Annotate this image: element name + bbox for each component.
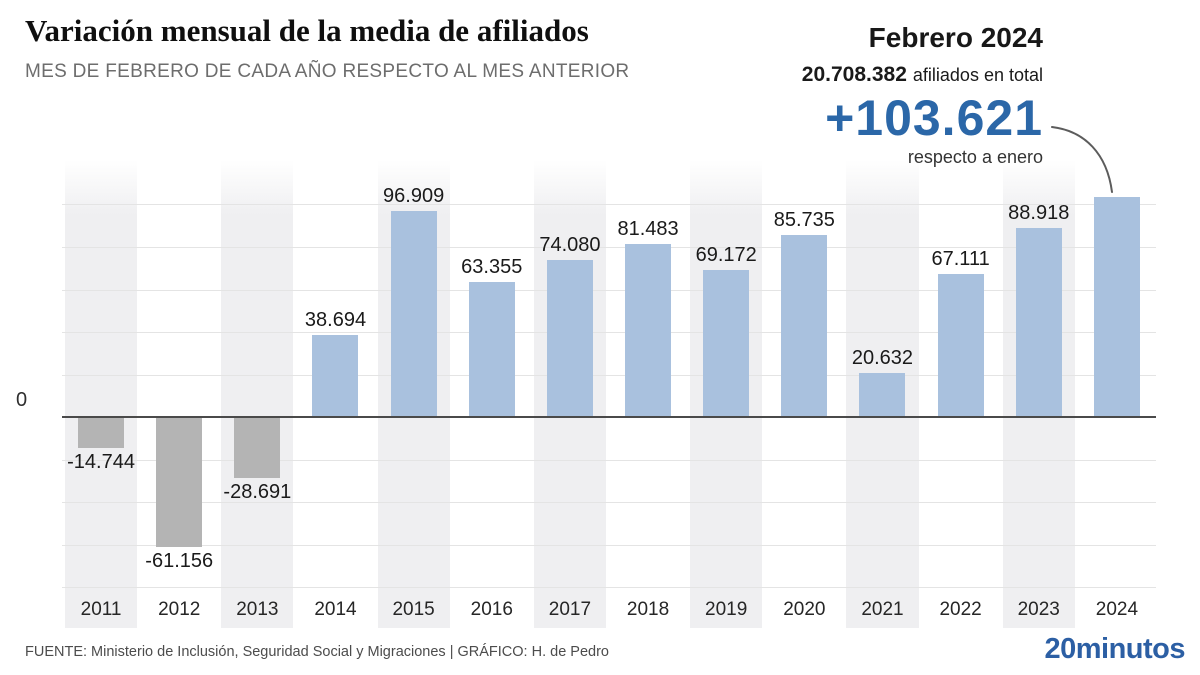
x-axis-label-2011: 2011 (80, 599, 122, 620)
bar-2024 (1093, 197, 1140, 417)
source-credit: FUENTE: Ministerio de Inclusión, Segurid… (25, 644, 609, 660)
gridline (62, 204, 1156, 205)
bar-2011 (78, 417, 125, 448)
column-stripe (65, 160, 138, 628)
bar-2021 (859, 373, 906, 417)
chart-column-2013: -28.691 2013 (218, 160, 296, 628)
bar-value-label-2011: -14.744 (67, 451, 135, 473)
gridline (62, 247, 1156, 248)
gridline (62, 587, 1156, 588)
chart-column-2017: 74.080 2017 (531, 160, 609, 628)
chart-column-2023: 88.918 2023 (1000, 160, 1078, 628)
chart-columns: -14.744 2011 -61.156 2012 -28.691 2013 38.694 2… (62, 160, 1156, 628)
x-axis-label-2023: 2023 (1017, 599, 1060, 620)
bar-2020 (781, 235, 828, 417)
bar-value-label-2012: -61.156 (145, 550, 214, 572)
x-axis-label-2013: 2013 (236, 599, 279, 620)
bar-2013 (234, 417, 281, 478)
chart-column-2014: 38.694 2014 (296, 160, 374, 628)
chart-column-2018: 81.483 2018 (609, 160, 687, 628)
bar-2018 (625, 244, 672, 417)
callout-total: 20.708.382 afiliados en total (802, 63, 1043, 87)
chart-column-2016: 63.355 2016 (453, 160, 531, 628)
bar-2023 (1015, 228, 1062, 417)
chart-column-2015: 96.909 2015 (375, 160, 453, 628)
callout-total-value: 20.708.382 (801, 63, 907, 86)
x-axis-label-2024: 2024 (1095, 599, 1139, 620)
column-stripe (221, 160, 294, 628)
bar-2017 (546, 260, 593, 417)
bar-2016 (468, 282, 515, 417)
chart-column-2020: 85.735 2020 (765, 160, 843, 628)
callout-delta-value: +103.621 (825, 90, 1043, 146)
bar-value-label-2018: 81.483 (617, 218, 679, 240)
plot-area: -14.744 2011 -61.156 2012 -28.691 2013 38.694 2… (62, 160, 1156, 628)
x-axis-label-2022: 2022 (939, 599, 982, 620)
bar-2019 (703, 270, 750, 417)
zero-axis-line (62, 416, 1156, 418)
gridline (62, 332, 1156, 333)
bar-2012 (156, 417, 203, 547)
chart-column-2019: 69.172 2019 (687, 160, 765, 628)
x-axis-label-2017: 2017 (548, 599, 592, 620)
callout-period: Febrero 2024 (868, 22, 1043, 53)
bar-value-label-2019: 69.172 (695, 244, 757, 266)
y-axis-zero-label: 0 (16, 389, 28, 411)
chart-column-2011: -14.744 2011 (62, 160, 140, 628)
gridline (62, 545, 1156, 546)
gridline (62, 502, 1156, 503)
bar-2014 (312, 335, 359, 417)
bar-2015 (390, 211, 437, 417)
chart-column-2022: 67.111 2022 (922, 160, 1000, 628)
callout-total-label: afiliados en total (912, 65, 1043, 85)
x-axis-label-2018: 2018 (626, 599, 670, 620)
x-axis-label-2012: 2012 (158, 599, 201, 620)
gridline (62, 460, 1156, 461)
chart-column-2012: -61.156 2012 (140, 160, 218, 628)
bar-value-label-2013: -28.691 (223, 481, 292, 503)
bar-value-label-2020: 85.735 (773, 209, 835, 231)
bar-value-label-2021: 20.632 (851, 347, 914, 369)
x-axis-label-2016: 2016 (470, 599, 513, 620)
x-axis-label-2015: 2015 (392, 599, 435, 620)
page-title: Variación mensual de la media de afiliad… (25, 13, 589, 48)
x-axis-label-2020: 2020 (783, 599, 826, 620)
x-axis-label-2014: 2014 (314, 599, 357, 620)
bar-value-label-2016: 63.355 (461, 256, 523, 278)
bar-value-label-2022: 67.111 (931, 248, 990, 270)
x-axis-label-2021: 2021 (861, 599, 904, 620)
bar-value-label-2015: 96.909 (383, 185, 445, 207)
bar-value-label-2023: 88.918 (1008, 202, 1070, 224)
chart-column-2024: 2024 (1078, 160, 1156, 628)
bar-value-label-2014: 38.694 (304, 309, 367, 331)
gridline (62, 290, 1156, 291)
brand-logo: 20minutos (1044, 633, 1185, 665)
bar-2022 (937, 274, 984, 417)
callout-block: Febrero 2024 20.708.382 afiliados en tota… (802, 22, 1043, 168)
x-axis-label-2019: 2019 (705, 599, 748, 620)
bar-value-label-2017: 74.080 (539, 234, 601, 256)
chart-column-2021: 20.632 2021 (843, 160, 921, 628)
gridline (62, 375, 1156, 376)
page-subtitle: MES DE FEBRERO DE CADA AÑO RESPECTO AL M… (25, 61, 630, 82)
